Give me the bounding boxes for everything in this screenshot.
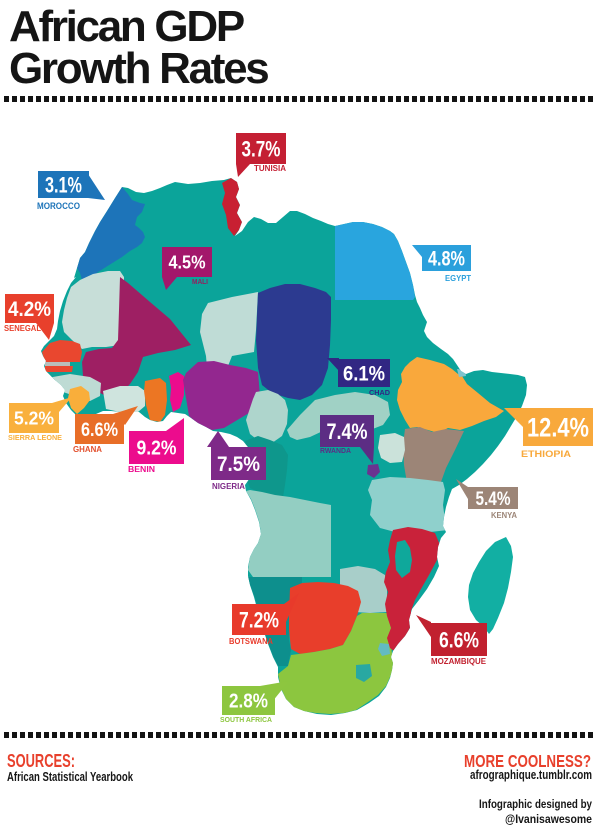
svg-text:NIGERIA: NIGERIA bbox=[212, 482, 245, 491]
svg-text:6.1%: 6.1% bbox=[343, 363, 385, 386]
svg-text:KENYA: KENYA bbox=[491, 511, 517, 520]
svg-text:5.2%: 5.2% bbox=[14, 409, 54, 429]
svg-text:GHANA: GHANA bbox=[73, 445, 102, 454]
svg-text:@Ivanisawesome: @Ivanisawesome bbox=[505, 814, 592, 826]
svg-text:MOROCCO: MOROCCO bbox=[37, 201, 80, 211]
svg-text:7.4%: 7.4% bbox=[327, 419, 368, 444]
svg-text:MALI: MALI bbox=[192, 279, 208, 286]
svg-text:TUNISIA: TUNISIA bbox=[254, 163, 286, 173]
svg-text:4.5%: 4.5% bbox=[169, 253, 206, 273]
svg-text:BOTSWANA: BOTSWANA bbox=[229, 637, 273, 646]
svg-text:7.2%: 7.2% bbox=[239, 607, 279, 632]
svg-text:6.6%: 6.6% bbox=[81, 420, 118, 441]
svg-text:7.5%: 7.5% bbox=[217, 453, 260, 476]
svg-text:EGYPT: EGYPT bbox=[445, 273, 472, 283]
svg-text:3.1%: 3.1% bbox=[45, 172, 82, 197]
svg-text:12.4%: 12.4% bbox=[527, 413, 589, 443]
svg-text:MOZAMBIQUE: MOZAMBIQUE bbox=[431, 657, 487, 666]
svg-text:4.8%: 4.8% bbox=[428, 248, 465, 271]
svg-text:Infographic designed by: Infographic designed by bbox=[479, 799, 593, 811]
svg-text:SENEGAL: SENEGAL bbox=[4, 324, 41, 333]
svg-text:afrographique.tumblr.com: afrographique.tumblr.com bbox=[470, 767, 592, 782]
svg-text:4.2%: 4.2% bbox=[8, 298, 51, 321]
svg-text:RWANDA: RWANDA bbox=[320, 446, 352, 455]
svg-text:ETHIOPIA: ETHIOPIA bbox=[521, 449, 572, 459]
svg-text:SOUTH AFRICA: SOUTH AFRICA bbox=[220, 715, 273, 724]
svg-text:9.2%: 9.2% bbox=[137, 438, 177, 460]
svg-text:BENIN: BENIN bbox=[128, 465, 155, 474]
svg-text:SIERRA LEONE: SIERRA LEONE bbox=[8, 433, 62, 442]
svg-text:6.6%: 6.6% bbox=[439, 627, 479, 652]
svg-text:5.4%: 5.4% bbox=[476, 489, 511, 510]
svg-text:2.8%: 2.8% bbox=[229, 691, 268, 713]
svg-text:3.7%: 3.7% bbox=[242, 136, 281, 161]
svg-text:MORE COOLNESS?: MORE COOLNESS? bbox=[464, 751, 591, 771]
svg-text:CHAD: CHAD bbox=[369, 388, 391, 397]
svg-text:SOURCES:: SOURCES: bbox=[7, 751, 75, 771]
svg-text:African Statistical Yearbook: African Statistical Yearbook bbox=[7, 769, 134, 784]
